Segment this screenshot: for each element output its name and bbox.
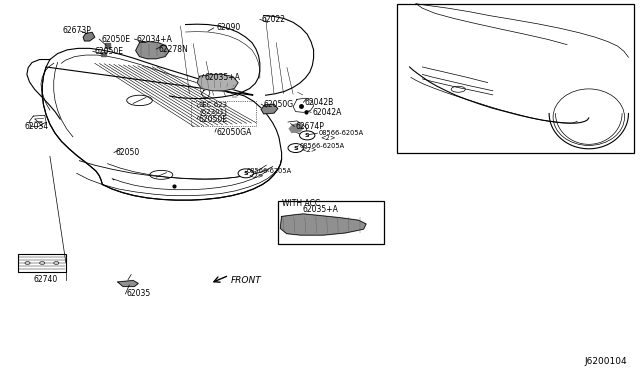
Text: 62035+A: 62035+A bbox=[302, 205, 338, 214]
Circle shape bbox=[300, 131, 315, 140]
Polygon shape bbox=[83, 32, 95, 41]
Text: 62673P: 62673P bbox=[63, 26, 92, 35]
Text: 62050G: 62050G bbox=[264, 100, 294, 109]
Text: 62050E: 62050E bbox=[95, 47, 124, 56]
Polygon shape bbox=[197, 74, 238, 91]
Polygon shape bbox=[136, 42, 169, 59]
Text: 62740: 62740 bbox=[33, 275, 58, 284]
Polygon shape bbox=[280, 214, 366, 235]
Text: 62035+A: 62035+A bbox=[205, 73, 241, 82]
Text: S: S bbox=[243, 171, 248, 176]
Polygon shape bbox=[261, 104, 278, 114]
Text: 62042B: 62042B bbox=[305, 98, 334, 107]
Text: 62278N: 62278N bbox=[159, 45, 188, 54]
Text: 62034+A: 62034+A bbox=[136, 35, 172, 44]
Text: FRONT: FRONT bbox=[230, 276, 261, 285]
Text: 62090: 62090 bbox=[216, 23, 241, 32]
Polygon shape bbox=[118, 280, 138, 286]
Polygon shape bbox=[101, 52, 106, 56]
Text: (62301): (62301) bbox=[200, 108, 228, 115]
Text: <2>: <2> bbox=[320, 135, 335, 141]
Text: J6200104: J6200104 bbox=[584, 357, 627, 366]
Text: 08566-6205A: 08566-6205A bbox=[319, 130, 364, 136]
Text: 62050E: 62050E bbox=[198, 115, 227, 124]
Text: SEC.623: SEC.623 bbox=[198, 102, 228, 108]
Text: 62022: 62022 bbox=[261, 15, 285, 24]
Text: 62050: 62050 bbox=[115, 148, 140, 157]
Text: WITH ACC: WITH ACC bbox=[282, 199, 320, 208]
Polygon shape bbox=[289, 124, 303, 132]
Text: 08566-6205A: 08566-6205A bbox=[300, 143, 345, 149]
Text: 62050GA: 62050GA bbox=[216, 128, 252, 137]
Text: 08566-6205A: 08566-6205A bbox=[247, 168, 292, 174]
Text: 62674P: 62674P bbox=[296, 122, 324, 131]
Text: 62042A: 62042A bbox=[312, 108, 342, 117]
Text: <2>: <2> bbox=[248, 173, 264, 179]
Circle shape bbox=[288, 144, 303, 153]
Bar bbox=[278, 201, 384, 244]
Text: S: S bbox=[293, 145, 298, 151]
Text: S: S bbox=[305, 133, 310, 138]
Text: 62035: 62035 bbox=[127, 289, 151, 298]
Bar bbox=[18, 254, 66, 272]
Bar bbox=[397, 4, 634, 153]
Circle shape bbox=[238, 169, 253, 178]
Text: <2>: <2> bbox=[301, 147, 316, 153]
Text: 62034: 62034 bbox=[24, 122, 49, 131]
Polygon shape bbox=[105, 43, 110, 48]
Text: 62050E: 62050E bbox=[101, 35, 130, 44]
